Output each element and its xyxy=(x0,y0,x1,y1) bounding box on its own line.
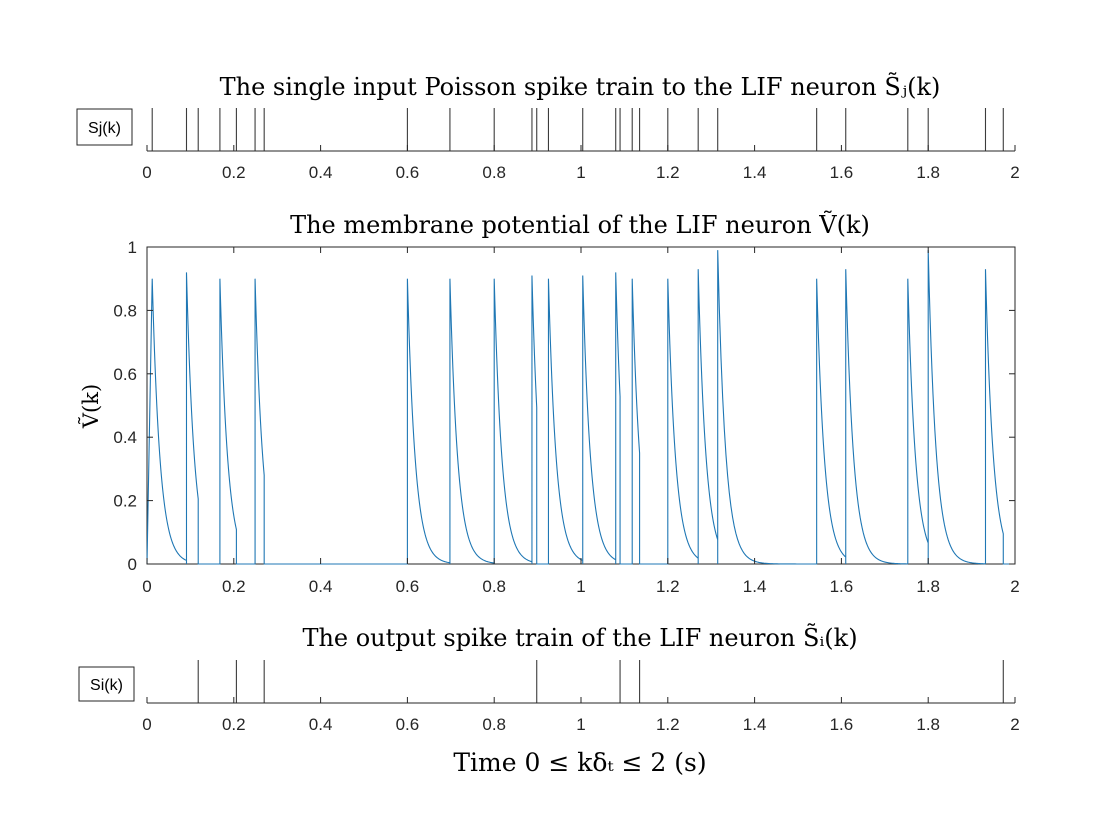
membrane-potential-y-label: Ṽ(k) xyxy=(79,384,103,429)
input-x-tick-label: 1.6 xyxy=(830,163,854,182)
membrane-x-tick-label: 1.8 xyxy=(916,577,940,596)
output-x-tick-label: 0.2 xyxy=(222,715,246,734)
input-x-tick-label: 2 xyxy=(1010,163,1019,182)
output-spike-legend-label: Si(k) xyxy=(90,677,123,694)
input-spike-legend-box xyxy=(76,108,133,146)
membrane-x-tick-label: 0.6 xyxy=(396,577,420,596)
output-x-tick-label: 1.8 xyxy=(916,715,940,734)
output-spike-lines xyxy=(197,660,1004,703)
input-x-tick-label: 1.2 xyxy=(656,163,680,182)
membrane-x-tick-label: 1.6 xyxy=(830,577,854,596)
output-spike-legend-box xyxy=(78,666,135,702)
output-spike-x-ticks: 0 0.2 0.4 0.6 0.8 1 1.2 1.4 1.6 1.8 2 xyxy=(142,697,1020,734)
membrane-x-tick-label: 0.8 xyxy=(482,577,506,596)
input-x-tick-label: 0.2 xyxy=(222,163,246,182)
membrane-y-tick-label: 0 xyxy=(128,555,137,574)
membrane-x-tick-label: 0 xyxy=(142,577,151,596)
input-spike-title: The single input Poisson spike train to … xyxy=(220,73,941,101)
input-spike-legend: Sj(k) xyxy=(76,108,133,146)
output-x-tick-label: 0.4 xyxy=(309,715,333,734)
input-x-tick-label: 1 xyxy=(576,163,585,182)
membrane-y-tick-label: 0.6 xyxy=(113,365,137,384)
output-spike-panel: The output spike train of the LIF neuron… xyxy=(78,624,1020,777)
input-spike-lines xyxy=(151,108,1004,151)
input-x-tick-label: 0.6 xyxy=(396,163,420,182)
output-x-tick-label: 0.8 xyxy=(482,715,506,734)
membrane-potential-plot-area xyxy=(146,246,1016,565)
membrane-potential-title: The membrane potential of the LIF neuron… xyxy=(290,209,870,239)
input-spike-panel: The single input Poisson spike train to … xyxy=(76,73,1020,182)
output-x-tick-label: 0.6 xyxy=(396,715,420,734)
input-spike-x-ticks: 0 0.2 0.4 0.6 0.8 1 1.2 1.4 1.6 1.8 2 xyxy=(142,145,1020,182)
input-x-tick-label: 0.8 xyxy=(482,163,506,182)
membrane-x-tick-label: 1 xyxy=(576,577,585,596)
output-x-tick-label: 0 xyxy=(142,715,151,734)
membrane-potential-trace xyxy=(146,250,1015,565)
membrane-x-tick-label: 0.4 xyxy=(309,577,333,596)
membrane-y-tick-label: 0.8 xyxy=(113,301,137,320)
output-spike-legend: Si(k) xyxy=(78,666,135,702)
membrane-x-tick-label: 0.2 xyxy=(222,577,246,596)
membrane-y-tick-label: 0.4 xyxy=(113,428,137,447)
input-spike-legend-label: Sj(k) xyxy=(88,120,121,137)
input-x-tick-label: 0 xyxy=(142,163,151,182)
membrane-potential-panel: The membrane potential of the LIF neuron… xyxy=(79,209,1020,596)
input-x-tick-label: 1.8 xyxy=(916,163,940,182)
membrane-x-tick-label: 1.4 xyxy=(743,577,767,596)
output-x-tick-label: 1 xyxy=(576,715,585,734)
output-x-tick-label: 1.2 xyxy=(656,715,680,734)
membrane-potential-y-ticks: 0 0.2 0.4 0.6 0.8 1 xyxy=(113,238,1015,574)
output-spike-title: The output spike train of the LIF neuron… xyxy=(302,624,857,652)
output-x-tick-label: 1.6 xyxy=(830,715,854,734)
output-x-tick-label: 1.4 xyxy=(743,715,767,734)
membrane-y-tick-label: 1 xyxy=(128,238,137,257)
membrane-y-tick-label: 0.2 xyxy=(113,492,137,511)
input-x-tick-label: 1.4 xyxy=(743,163,767,182)
membrane-potential-x-ticks: 0 0.2 0.4 0.6 0.8 1 1.2 1.4 1.6 1.8 2 xyxy=(142,247,1020,596)
output-x-tick-label: 2 xyxy=(1010,715,1019,734)
membrane-x-tick-label: 2 xyxy=(1010,577,1019,596)
membrane-x-tick-label: 1.2 xyxy=(656,577,680,596)
x-axis-label: Time 0 ≤ kδₜ ≤ 2 (s) xyxy=(453,748,706,777)
input-x-tick-label: 0.4 xyxy=(309,163,333,182)
